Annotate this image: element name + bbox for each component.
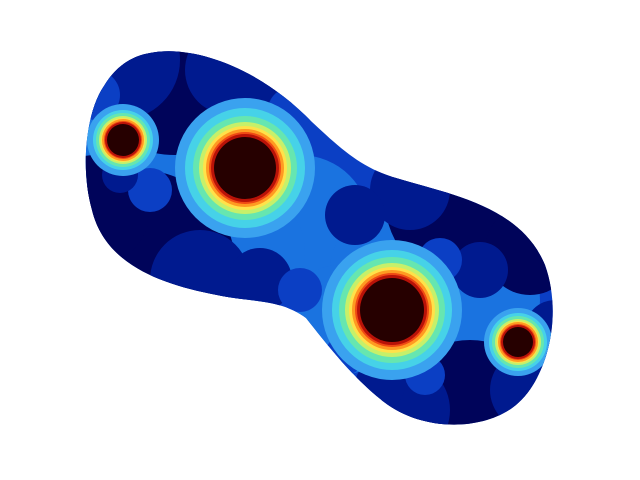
- outer-lobe: [452, 242, 508, 298]
- outer-lobe: [228, 248, 292, 312]
- hotspot-ring: [360, 278, 424, 342]
- outer-lobe: [128, 168, 172, 212]
- outer-lobe: [278, 268, 322, 312]
- hotspot-ring: [107, 124, 139, 156]
- hotspot-ring: [214, 137, 276, 199]
- hotspot-ring: [503, 327, 533, 357]
- outer-lobe: [325, 185, 385, 245]
- outer-lobe: [85, 51, 180, 120]
